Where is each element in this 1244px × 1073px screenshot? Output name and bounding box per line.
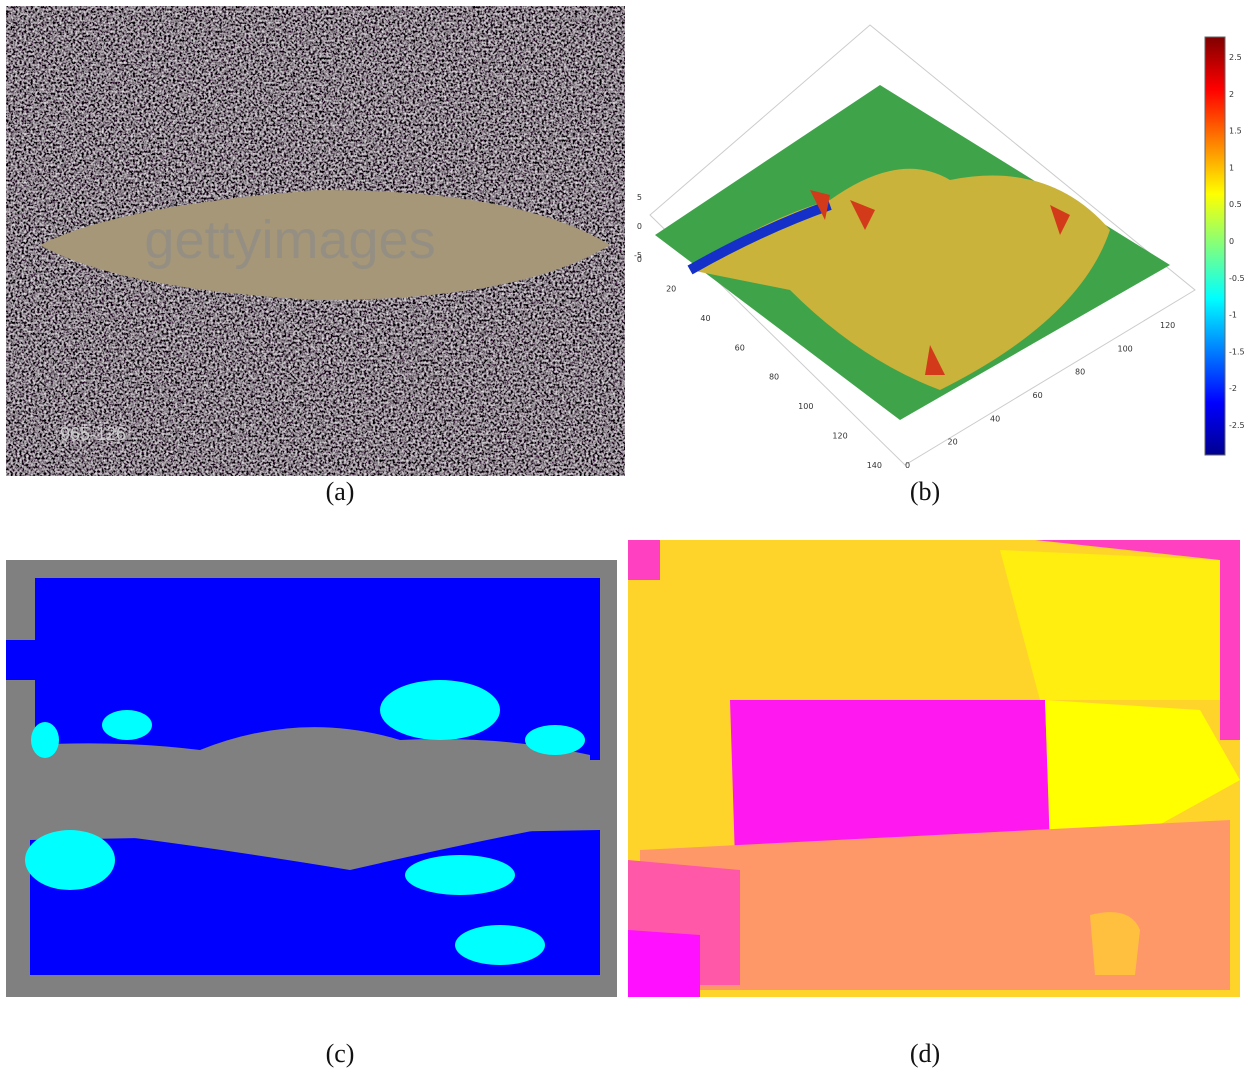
tick-label: 60 [735,343,745,352]
region-orange [1090,912,1140,975]
caption: (b) [910,477,940,506]
colorbar [1205,37,1225,455]
tick-label: 120 [1160,321,1175,330]
tick-label: -2 [1229,384,1237,393]
tick-label: 20 [948,438,958,447]
panel-a: gettyimages 965-126 [6,6,625,476]
panel-c [6,560,617,997]
panel-b [650,25,1225,465]
watermark: gettyimages [144,210,435,270]
caption: (d) [910,1039,940,1068]
tick-label: 2.5 [1229,53,1242,62]
tick-label: -0.5 [1229,274,1244,283]
tick-label: 2 [1229,90,1234,99]
tick-label: 1 [1229,163,1234,172]
tick-label: 100 [1118,344,1133,353]
tick-label: 0.5 [1229,200,1242,209]
tick-label: -1 [1229,311,1237,320]
tick-label: -1.5 [1229,347,1244,356]
tick-label: 60 [1033,391,1043,400]
tick-label: 40 [990,414,1000,423]
frame-code: 965-126 [60,424,126,444]
caption: (a) [326,477,355,506]
tick-label: 0 [637,222,642,231]
tick-label: -2.5 [1229,421,1244,430]
tick-label: 80 [769,373,779,382]
tick-label: 0 [637,255,642,264]
panel-d [628,540,1240,997]
tick-label: 40 [700,314,710,323]
caption: (c) [326,1039,355,1068]
tick-label: 5 [637,193,642,202]
tick-label: 120 [832,432,847,441]
tick-label: 100 [798,402,813,411]
figure: gettyimages 965-126 (a) (b) (c) [0,0,1244,1073]
tick-label: 0 [905,461,910,470]
region-magenta-corner [628,930,700,997]
tick-label: 1.5 [1229,127,1242,136]
tick-label: 0 [1229,237,1234,246]
tick-label: 20 [666,284,676,293]
tick-label: 80 [1075,368,1085,377]
tick-label: 140 [867,461,882,470]
